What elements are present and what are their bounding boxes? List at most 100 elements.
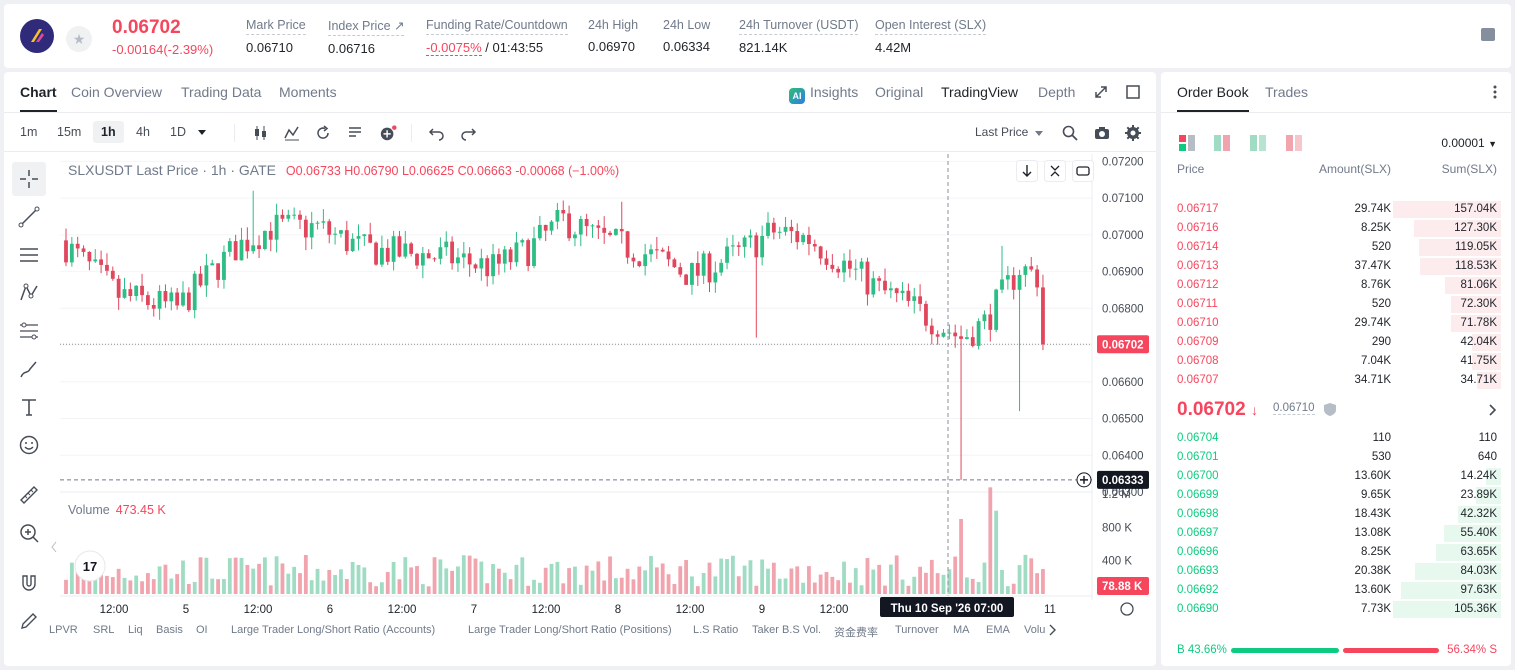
ask-row[interactable]: 0.06713 37.47K 118.53K [1161,257,1511,276]
volume-bar [497,568,501,594]
tab-moments[interactable]: Moments [279,84,337,100]
price-source-select[interactable]: Last Price [975,125,1029,139]
fib-tool-icon[interactable] [12,314,46,348]
expand-icon[interactable] [1094,85,1108,99]
text-tool-icon[interactable] [12,390,46,424]
indicator-7[interactable]: L.S Ratio [693,624,739,636]
candle-body [783,226,788,232]
indicator-4[interactable]: OI [196,624,208,636]
ask-row[interactable]: 0.06711 520 72.30K [1161,295,1511,314]
templates-icon[interactable] [346,124,364,142]
pencil-lock-tool-icon[interactable] [12,604,46,638]
funding-rate-value[interactable]: -0.0075% [426,40,482,56]
tab-insights[interactable]: AI Insights [789,84,858,104]
bid-row[interactable]: 0.06700 13.60K 14.24K [1161,467,1511,486]
brush-tool-icon[interactable] [12,352,46,386]
add-indicator-icon[interactable] [379,124,397,142]
ask-row[interactable]: 0.06709 290 42.04K [1161,333,1511,352]
book-icon[interactable] [1481,28,1495,41]
chevron-right-icon[interactable] [1489,404,1497,416]
view-bids-icon[interactable] [1250,135,1268,151]
view-split-icon[interactable] [1214,135,1232,151]
indicator-12[interactable]: EMA [986,624,1010,636]
bid-row[interactable]: 0.06693 20.38K 84.03K [1161,562,1511,581]
view-both-icon[interactable] [1179,135,1197,151]
axis-settings-icon[interactable] [1120,602,1134,616]
candle-type-icon[interactable] [252,124,270,142]
precision-select[interactable]: 0.00001 ▼ [1441,136,1497,150]
ask-row[interactable]: 0.06716 8.25K 127.30K [1161,219,1511,238]
tab-chart[interactable]: Chart [20,84,57,112]
emoji-tool-icon[interactable] [12,428,46,462]
timeframe-1h[interactable]: 1h [93,121,124,143]
ask-row[interactable]: 0.06714 520 119.05K [1161,238,1511,257]
ask-row[interactable]: 0.06717 29.74K 157.04K [1161,200,1511,219]
timeframe-1d[interactable]: 1D [170,125,186,139]
indicator-3[interactable]: Basis [156,624,183,636]
ask-row[interactable]: 0.06710 29.74K 71.78K [1161,314,1511,333]
volume-bar [543,567,548,594]
bid-row[interactable]: 0.06696 8.25K 63.65K [1161,543,1511,562]
timeframe-1m[interactable]: 1m [20,125,38,139]
timeframe-15m[interactable]: 15m [57,125,82,139]
indicator-13[interactable]: Volu [1024,624,1046,636]
bid-row[interactable]: 0.06701 530 640 [1161,448,1511,467]
indicator-2[interactable]: Liq [128,624,143,636]
indicator-9[interactable]: 资金费率 [834,627,878,639]
more-icon[interactable] [1493,85,1497,99]
collapse-panel-icon[interactable] [51,541,57,553]
favorite-star-icon[interactable]: ★ [66,26,92,52]
bid-row[interactable]: 0.06690 7.73K 105.36K [1161,600,1511,619]
hide-icon[interactable] [1044,160,1066,182]
tab-coin-overview[interactable]: Coin Overview [71,84,163,100]
view-asks-icon[interactable] [1286,135,1304,151]
candlestick-chart[interactable]: 0.07200 0.07100 0.07000 0.06900 0.06800 0.067… [4,72,1156,666]
bid-row[interactable]: 0.06699 9.65K 23.89K [1161,486,1511,505]
ask-row[interactable]: 0.06712 8.76K 81.06K [1161,276,1511,295]
zoom-in-tool-icon[interactable] [12,516,46,550]
camera-icon[interactable] [1093,124,1111,142]
redo-icon[interactable] [459,124,477,142]
tab-trading-data[interactable]: Trading Data [181,84,262,100]
candle-body [754,235,759,258]
pattern-tool-icon[interactable] [12,276,46,310]
crosshair-tool-icon[interactable] [12,162,46,196]
indicator-6[interactable]: Large Trader Long/Short Ratio (Positions… [468,624,672,636]
tab-depth[interactable]: Depth [1038,84,1076,100]
legend-collapse-icon[interactable] [1016,160,1038,182]
timeframe-4h[interactable]: 4h [136,125,150,139]
indicators-icon[interactable] [283,124,301,142]
chevron-down-icon[interactable] [197,129,215,147]
tab-tradingview[interactable]: TradingView [941,84,1019,100]
bid-row[interactable]: 0.06704 110 110 [1161,429,1511,448]
indicator-1[interactable]: SRL [93,624,115,636]
window-icon[interactable] [1126,85,1140,99]
indicator-0[interactable]: LPVR [49,624,78,636]
indicator-11[interactable]: MA [953,624,970,636]
tab-order-book[interactable]: Order Book [1177,84,1249,112]
search-icon[interactable] [1061,124,1079,142]
horizontal-lines-tool-icon[interactable] [12,238,46,272]
refresh-icon[interactable] [1072,160,1094,182]
replay-icon[interactable] [314,124,332,142]
volume-bar [450,570,454,594]
tab-trades[interactable]: Trades [1265,84,1309,100]
tab-original[interactable]: Original [875,84,924,100]
bid-row[interactable]: 0.06697 13.08K 55.40K [1161,524,1511,543]
ruler-tool-icon[interactable] [12,478,46,512]
mark-price[interactable]: 0.06710 [1273,402,1315,415]
indicator-8[interactable]: Taker B.S Vol. [752,624,822,636]
chevron-down-icon[interactable] [1035,131,1043,137]
settings-gear-icon[interactable] [1124,124,1142,142]
indicator-10[interactable]: Turnover [895,624,939,636]
ask-row[interactable]: 0.06708 7.04K 41.75K [1161,352,1511,371]
undo-icon[interactable] [428,124,446,142]
bid-row[interactable]: 0.06692 13.60K 97.63K [1161,581,1511,600]
ask-row[interactable]: 0.06707 34.71K 34.71K [1161,371,1511,390]
sell-ratio-bar [1343,648,1439,653]
magnet-tool-icon[interactable] [12,566,46,600]
trend-line-tool-icon[interactable] [12,200,46,234]
chevron-right-icon[interactable] [1048,624,1058,636]
indicator-5[interactable]: Large Trader Long/Short Ratio (Accounts) [231,624,436,636]
bid-row[interactable]: 0.06698 18.43K 42.32K [1161,505,1511,524]
